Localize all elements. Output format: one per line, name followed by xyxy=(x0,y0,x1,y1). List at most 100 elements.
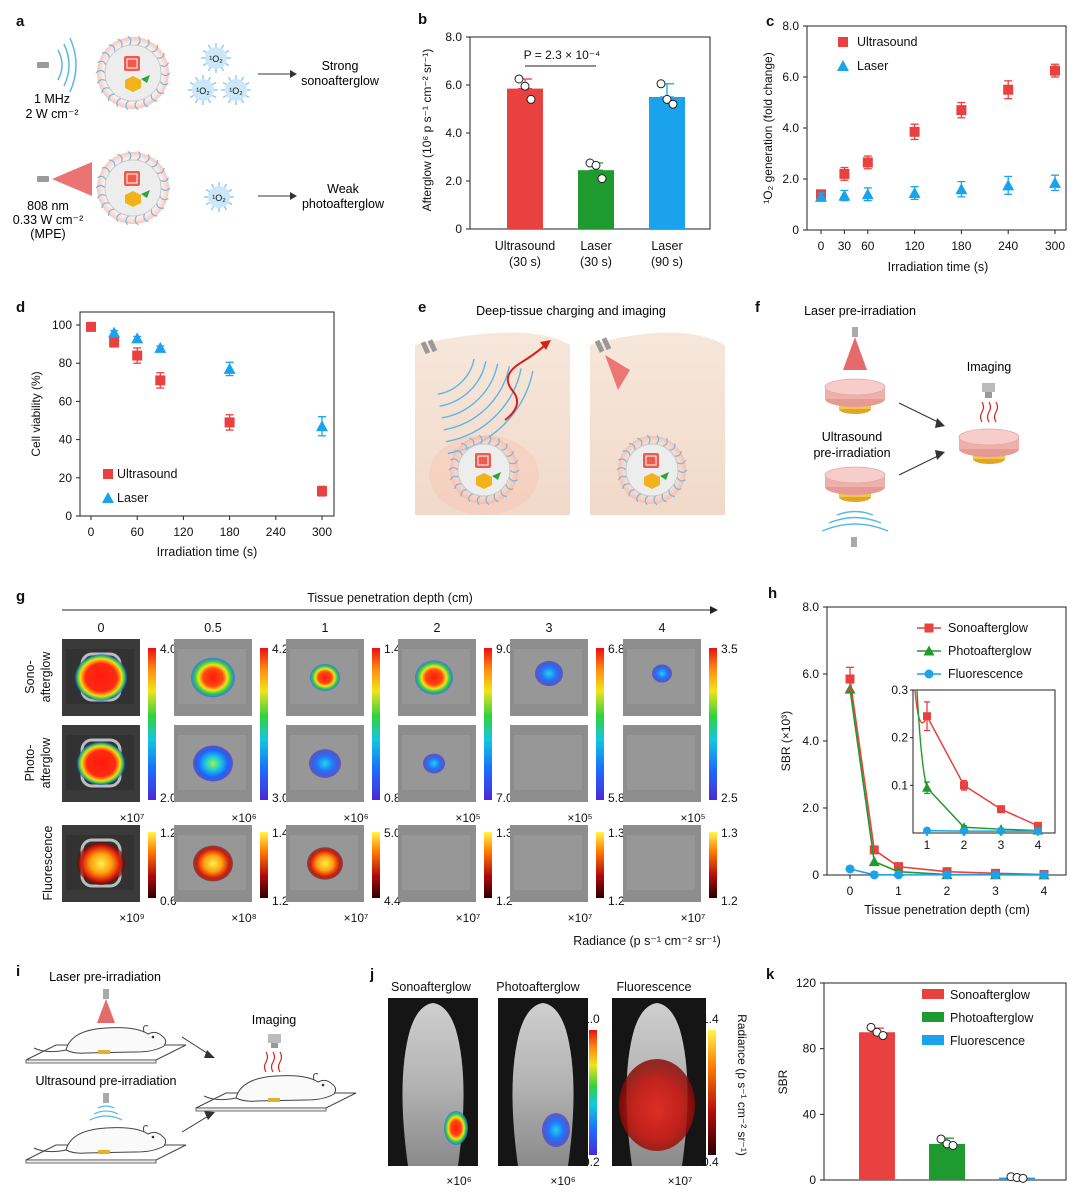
data-point xyxy=(103,469,113,479)
imaging-label: Imaging xyxy=(252,1013,297,1027)
y-tick-label: 8.0 xyxy=(802,600,819,614)
bar xyxy=(929,1143,965,1180)
replicate-point xyxy=(1018,1173,1028,1183)
x-tick-label: 1 xyxy=(895,884,902,898)
legend-label: Laser xyxy=(857,59,888,73)
legend-label: Ultrasound xyxy=(857,35,917,49)
us-power: 2 W cm⁻² xyxy=(25,107,78,121)
signal-spot xyxy=(309,749,341,778)
colorbar-heat xyxy=(708,1030,716,1155)
photosensitizer-icon xyxy=(124,171,140,186)
data-point xyxy=(997,805,1005,814)
row-label: afterglow xyxy=(39,737,53,789)
panel-j-images: Sonoafterglow Photoafterglow Fluorescence 1… xyxy=(388,980,749,1188)
colorbar-rainbow xyxy=(372,648,380,800)
y-tick-label: 0 xyxy=(455,222,462,236)
data-point xyxy=(861,188,874,200)
photosensitizer-icon xyxy=(124,56,140,71)
inset-y-tick-label: 0.2 xyxy=(891,731,908,745)
weak-label: Weak xyxy=(327,182,359,196)
photosensitizer-icon xyxy=(643,453,659,468)
data-point xyxy=(997,827,1005,836)
legend-label: Fluorescence xyxy=(948,667,1023,681)
y-tick-label: 8.0 xyxy=(782,19,799,33)
depth-label: 0 xyxy=(98,621,105,635)
x-tick-label: 180 xyxy=(951,239,971,253)
signal-spot xyxy=(619,1059,695,1151)
tissue-dish-icon xyxy=(824,466,886,502)
y-axis-label: Afterglow (10⁶ p s⁻¹ cm⁻² sr⁻¹) xyxy=(420,49,434,212)
signal-spot xyxy=(415,660,453,695)
panel-letter-a: a xyxy=(16,13,25,30)
chart-b: 0 2.0 4.0 6.0 8.0 Ultrasound (30 s) Laser (30 s)… xyxy=(420,30,711,269)
colorbar-multiplier: ×10⁷ xyxy=(568,911,593,925)
colorbar-min: 1.2 xyxy=(272,894,289,908)
colorbar-heat xyxy=(148,832,156,898)
data-point xyxy=(86,321,96,332)
signal-spot xyxy=(193,745,233,782)
legend-label: Ultrasound xyxy=(117,467,177,481)
inset-frame xyxy=(912,689,1056,834)
colorbar-heat xyxy=(596,832,604,898)
colorbar-multiplier: ×10⁵ xyxy=(680,811,705,825)
photosensitizer-icon xyxy=(475,453,491,468)
data-point xyxy=(838,37,848,47)
panel-letter-h: h xyxy=(768,585,777,602)
transducer-icon xyxy=(851,537,857,547)
panel-a-schematic: 1 MHz 2 W cm⁻² ¹O₂ ¹O₂ ¹O₂ Strong sonoafte… xyxy=(13,35,385,241)
laser-icon xyxy=(37,176,49,182)
colorbar-max: 1.0 xyxy=(583,1012,600,1026)
laser-power: 0.33 W cm⁻² xyxy=(13,213,84,227)
tissue-dish-icon xyxy=(824,378,886,414)
x-axis-label: Tissue penetration depth (cm) xyxy=(864,903,1030,917)
panel-letter-f: f xyxy=(755,299,761,316)
mouse-on-platform-icon xyxy=(25,1025,187,1064)
data-point xyxy=(869,845,879,855)
nanoparticle-icon xyxy=(616,434,688,506)
singlet-oxygen-label: ¹O₂ xyxy=(229,86,243,96)
transducer-icon xyxy=(420,341,431,355)
y-tick-label: 4.0 xyxy=(802,734,819,748)
colorbar-max: 3.5 xyxy=(721,642,738,656)
x-tick-label: 60 xyxy=(861,239,875,253)
x-axis-label: Irradiation time (s) xyxy=(888,260,989,274)
data-point xyxy=(923,826,931,835)
replicate-point xyxy=(656,79,666,89)
y-tick-label: 40 xyxy=(59,433,73,447)
laser-icon xyxy=(103,989,109,999)
x-category-sublabel: (30 s) xyxy=(580,255,612,269)
replicate-point xyxy=(526,94,536,104)
y-tick-label: 120 xyxy=(796,976,816,990)
chart-h: 0 2.0 4.0 6.0 8.0 0 1 2 3 4 Sonoafterglow Photoafte… xyxy=(779,600,1067,917)
panel-i-schematic: Laser pre-irradiation Ultrasound pre-irr… xyxy=(25,970,357,1164)
emission-arrow xyxy=(504,344,546,421)
y-tick-label: 8.0 xyxy=(445,30,462,44)
data-point xyxy=(1039,870,1049,880)
data-point xyxy=(154,341,167,353)
x-tick-label: 0 xyxy=(88,525,95,539)
colorbar-heat xyxy=(709,832,717,898)
x-category-label: Ultrasound xyxy=(495,239,555,253)
replicate-point xyxy=(662,94,672,104)
data-point xyxy=(108,326,121,338)
panel-e-schematic: Deep-tissue charging and imaging xyxy=(415,304,725,515)
y-tick-label: 4.0 xyxy=(782,121,799,135)
x-tick-label: 240 xyxy=(266,525,286,539)
data-point xyxy=(868,856,880,867)
y-tick-label: 80 xyxy=(803,1042,817,1056)
colorbar-min: 1.2 xyxy=(608,894,625,908)
camera-icon xyxy=(268,1034,281,1043)
colorbar-heat xyxy=(484,832,492,898)
data-point xyxy=(894,870,903,880)
row-label: afterglow xyxy=(39,651,53,703)
colorbar-multiplier: ×10⁸ xyxy=(231,911,256,925)
y-tick-label: 80 xyxy=(59,356,73,370)
data-point xyxy=(316,420,328,432)
legend-label: Photoafterglow xyxy=(950,1011,1034,1025)
depth-label: 0.5 xyxy=(204,621,221,635)
colorbar-multiplier: ×10⁵ xyxy=(567,811,592,825)
data-point xyxy=(942,870,952,880)
inset-x-tick-label: 2 xyxy=(961,838,968,852)
image-multiplier: ×10⁶ xyxy=(550,1174,575,1188)
